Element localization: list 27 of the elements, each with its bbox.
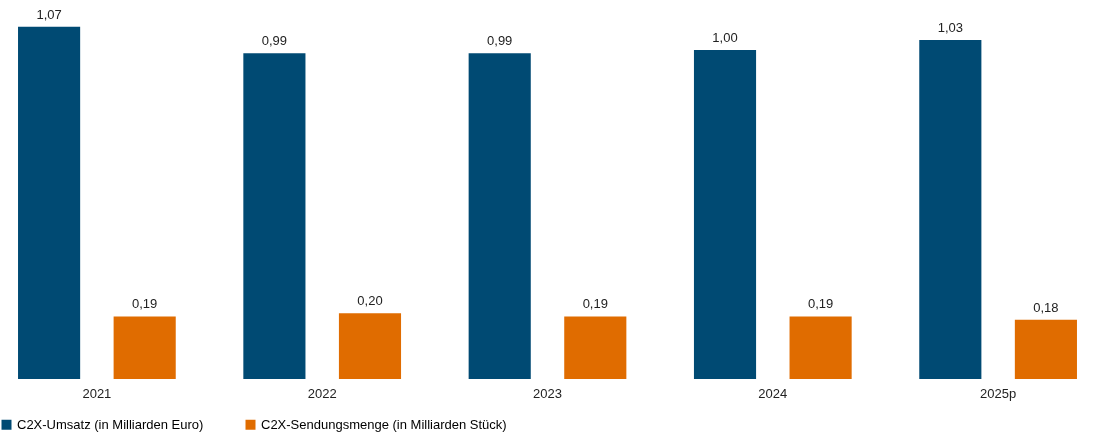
bar (113, 316, 176, 379)
data-label: 0,99 (487, 33, 513, 49)
data-label: 0,18 (1033, 299, 1059, 315)
legend-label: C2X-Sendungsmenge (in Milliarden Stück) (261, 416, 507, 432)
bar (1014, 319, 1077, 379)
data-label: 0,99 (261, 33, 288, 49)
bar (18, 26, 81, 379)
x-tick-label: 2023 (533, 385, 562, 401)
data-label: 0,19 (807, 296, 834, 312)
data-label: 1,03 (937, 20, 963, 36)
bar (564, 316, 627, 379)
legend-label: C2X-Umsatz (in Milliarden Euro) (17, 416, 204, 432)
data-label: 0,19 (132, 296, 158, 312)
bar (693, 49, 757, 379)
bar (338, 313, 402, 379)
x-tick-label: 2024 (758, 385, 788, 401)
x-tick-label: 2021 (82, 385, 112, 401)
data-label: 1,00 (712, 29, 738, 45)
bar (789, 316, 852, 379)
data-label: 1,07 (36, 6, 62, 22)
data-label: 0,19 (582, 296, 608, 312)
x-tick-label: 2022 (307, 385, 337, 401)
data-label: 0,20 (357, 293, 383, 309)
bar (243, 53, 306, 379)
bar (919, 40, 982, 379)
x-tick-label: 2025p (980, 385, 1017, 401)
bar (468, 53, 531, 379)
